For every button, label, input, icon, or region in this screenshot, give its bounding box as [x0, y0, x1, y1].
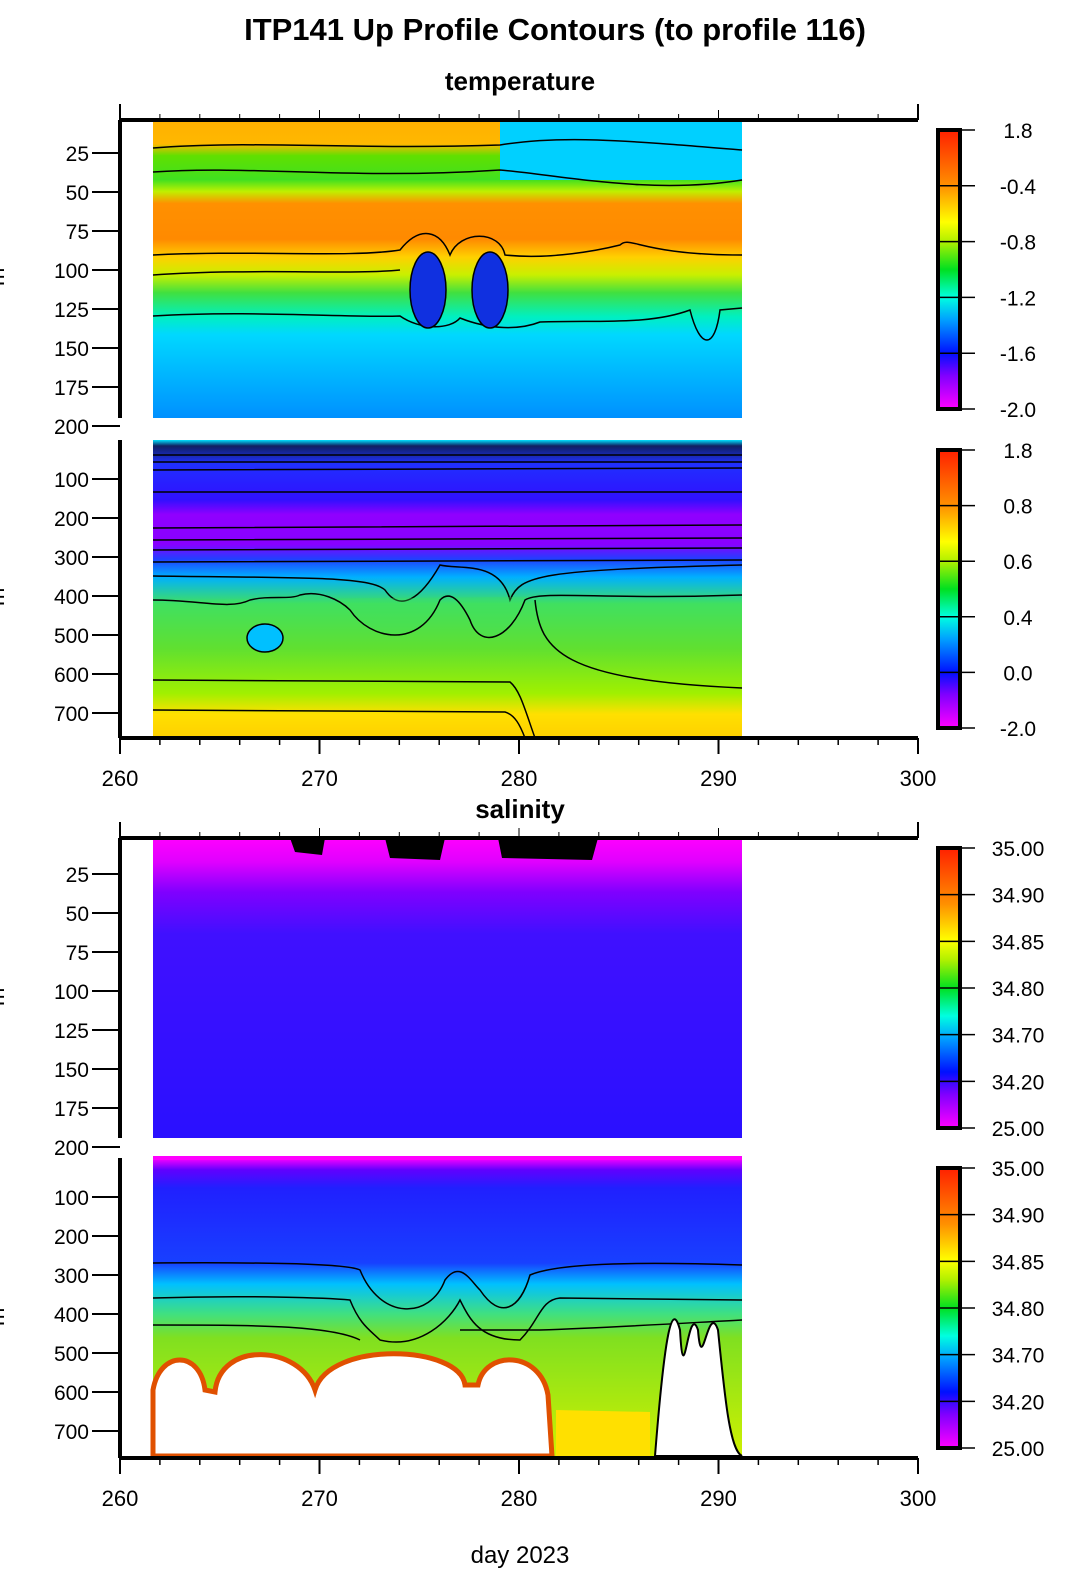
figure-title: ITP141 Up Profile Contours (to profile 1… — [244, 12, 866, 47]
y-tick-label: 300 — [54, 1265, 89, 1288]
colorbar-tick-label: 34.90 — [992, 1205, 1045, 1228]
colorbar-tick-label: 0.8 — [1003, 496, 1032, 519]
y-tick-label: 200 — [54, 508, 89, 531]
colorbar-tick-label: 34.85 — [992, 1251, 1045, 1274]
salinity-lower-contours — [150, 1156, 743, 1459]
y-tick-label: 175 — [54, 1098, 89, 1121]
x-tick-label: 300 — [900, 1486, 937, 1511]
colorbar-tick-label: -0.4 — [1000, 176, 1037, 199]
colorbar — [936, 448, 962, 730]
y-tick-label: 500 — [54, 1343, 89, 1366]
tick-labels: 25 50 75 100 125 150 175 200 1.8 -0.4 -0.8 -1.2 -1.6… — [54, 120, 1044, 1511]
temperature-lower-field — [153, 440, 742, 738]
x-tick-label: 280 — [501, 766, 538, 791]
y-tick-label: 300 — [54, 547, 89, 570]
colorbar-tick-label: 34.80 — [992, 1298, 1045, 1321]
x-tick-label: 300 — [900, 766, 937, 791]
y-axis-unit-2: m — [0, 588, 9, 606]
colorbar-tick-label: 34.85 — [992, 931, 1045, 954]
y-axis-unit-4: m — [0, 1308, 9, 1326]
colorbar-tick-label: 35.00 — [992, 1158, 1045, 1181]
y-tick-label: 400 — [54, 1304, 89, 1327]
colorbar-tick-label: 34.70 — [992, 1025, 1045, 1048]
y-tick-label: 700 — [54, 703, 89, 726]
colorbar-tick-label: 34.90 — [992, 885, 1045, 908]
y-tick-label: 100 — [54, 469, 89, 492]
y-tick-label: 200 — [54, 1137, 89, 1160]
y-tick-label: 150 — [54, 1059, 89, 1082]
y-tick-label: 50 — [66, 182, 89, 205]
colorbar-tick-label: 0.6 — [1003, 551, 1032, 574]
y-tick-label: 400 — [54, 586, 89, 609]
y-axis-unit-3: m — [0, 988, 9, 1006]
y-axis-unit-1: m — [0, 268, 9, 286]
temperature-upper-contours — [152, 120, 743, 341]
x-tick-label: 260 — [102, 766, 139, 791]
colorbar-tick-label: 35.00 — [992, 838, 1045, 861]
x-axis-label: day 2023 — [471, 1542, 570, 1569]
axes — [92, 104, 975, 1474]
colorbar-tick-label: 34.20 — [992, 1391, 1045, 1414]
y-tick-label: 150 — [54, 338, 89, 361]
y-tick-label: 25 — [66, 143, 89, 166]
section-title-temperature: temperature — [445, 66, 595, 96]
x-tick-label: 290 — [700, 766, 737, 791]
colorbar-tick-label: -2.0 — [1000, 718, 1036, 741]
colorbar-tick-label: 25.00 — [992, 1118, 1045, 1141]
y-tick-label: 600 — [54, 664, 89, 687]
x-tick-label: 270 — [301, 766, 338, 791]
salinity-upper-features — [290, 838, 598, 860]
x-tick-label: 280 — [501, 1486, 538, 1511]
y-tick-label: 200 — [54, 416, 89, 439]
colorbar-tick-label: -0.8 — [1000, 232, 1036, 255]
y-tick-label: 200 — [54, 1226, 89, 1249]
temperature-lower-contours — [152, 454, 743, 739]
colorbar — [936, 128, 962, 411]
y-tick-label: 25 — [66, 864, 89, 887]
x-tick-label: 290 — [700, 1486, 737, 1511]
x-tick-label: 270 — [301, 1486, 338, 1511]
y-tick-label: 100 — [54, 260, 89, 283]
y-tick-label: 700 — [54, 1421, 89, 1444]
y-tick-label: 125 — [54, 299, 89, 322]
colorbar-tick-label: 34.70 — [992, 1345, 1045, 1368]
y-tick-label: 175 — [54, 377, 89, 400]
y-tick-label: 75 — [66, 221, 89, 244]
y-tick-label: 75 — [66, 942, 89, 965]
colorbar-tick-label: -2.0 — [1000, 399, 1036, 422]
colorbar-tick-label: 25.00 — [992, 1438, 1045, 1461]
colorbar-tick-label: 34.80 — [992, 978, 1045, 1001]
y-tick-label: 100 — [54, 1187, 89, 1210]
colorbar-tick-label: 34.20 — [992, 1071, 1045, 1094]
colorbar-tick-label: 1.8 — [1003, 120, 1032, 143]
colorbar-tick-label: -1.2 — [1000, 287, 1036, 310]
salinity-upper-field — [153, 838, 742, 1138]
y-tick-label: 100 — [54, 981, 89, 1004]
colorbar-tick-label: -1.6 — [1000, 343, 1036, 366]
colorbar-tick-label: 0.0 — [1003, 662, 1032, 685]
colorbar-tick-label: 0.4 — [1003, 607, 1033, 630]
y-tick-label: 50 — [66, 903, 89, 926]
section-title-salinity: salinity — [475, 794, 565, 824]
y-tick-label: 500 — [54, 625, 89, 648]
y-tick-label: 125 — [54, 1020, 89, 1043]
x-tick-label: 260 — [102, 1486, 139, 1511]
colorbar-tick-label: 1.8 — [1003, 440, 1032, 463]
y-tick-label: 600 — [54, 1382, 89, 1405]
